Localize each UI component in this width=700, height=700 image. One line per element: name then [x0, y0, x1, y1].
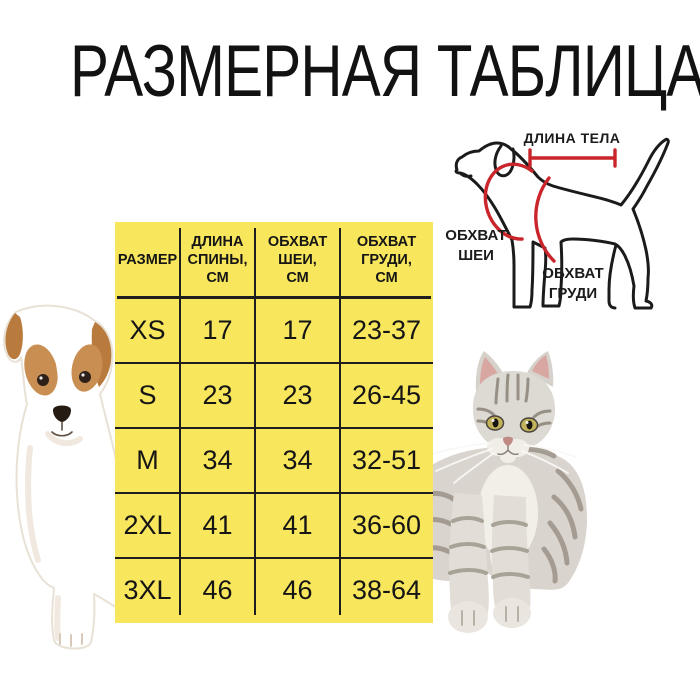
- cell-back-length: 17: [202, 315, 233, 345]
- dog-right-eye: [79, 371, 91, 383]
- dog-paw-toes: [59, 633, 83, 647]
- cell-back-length: 46: [202, 575, 233, 605]
- dog-blaze: [52, 335, 72, 410]
- cat-torso-stripes: [420, 446, 584, 584]
- cat-right-leg: [491, 495, 531, 625]
- table-grid-line: [254, 228, 256, 615]
- cell-back-length: 41: [202, 510, 233, 540]
- cell-chest: 26-45: [351, 380, 422, 410]
- cell-chest: 32-51: [351, 445, 422, 475]
- dog-mouth: [51, 421, 73, 437]
- cell-size: XS: [129, 315, 166, 345]
- chest-girth-arc: [534, 176, 556, 263]
- page-title: РАЗМЕРНАЯ ТАБЛИЦА: [70, 31, 700, 112]
- dog-right-eye-patch: [71, 344, 103, 392]
- cell-neck: 46: [282, 575, 313, 605]
- body-length-label: ДЛИНА ТЕЛА: [523, 130, 621, 146]
- dog-chest-shading: [25, 431, 83, 641]
- cat-photo-illustration: [420, 351, 587, 633]
- cat-right-paw: [493, 598, 531, 628]
- cat-left-paw: [448, 601, 488, 633]
- column-header-back-length: ДЛИНА СПИНЫ, СМ: [187, 233, 248, 287]
- neck-girth-arc: [483, 162, 534, 241]
- dog-body: [3, 304, 125, 650]
- dog-left-eye-patch: [24, 344, 58, 396]
- chest-girth-label: ОБХВАТ ГРУДИ: [542, 265, 604, 302]
- cat-whiskers: [427, 442, 577, 484]
- table-grid-line: [115, 492, 433, 494]
- cell-size: 3XL: [123, 575, 172, 605]
- dog-photo-illustration: [3, 304, 125, 650]
- dog-nose: [53, 405, 71, 422]
- column-header-neck: ОБХВАТ ШЕИ, СМ: [267, 233, 328, 287]
- cat-leg-stripes: [448, 516, 530, 579]
- dog-outline: [454, 137, 670, 310]
- cell-back-length: 34: [202, 445, 233, 475]
- cell-size: M: [136, 445, 159, 475]
- cell-back-length: 23: [202, 380, 233, 410]
- dog-outline-drawing: [454, 137, 670, 310]
- cell-neck: 34: [282, 445, 313, 475]
- cat-left-leg: [449, 493, 489, 627]
- cat-mouth: [497, 445, 519, 456]
- body-length-measure-line: [528, 148, 617, 168]
- table-grid-line: [115, 557, 433, 559]
- cell-size: 2XL: [123, 510, 172, 540]
- cell-chest: 36-60: [351, 510, 422, 540]
- neck-girth-label: ОБХВАТ ШЕИ: [445, 227, 507, 264]
- table-grid-line: [179, 228, 181, 615]
- table-header-separator: [117, 296, 431, 299]
- cell-neck: 17: [282, 315, 313, 345]
- cat-nose: [503, 436, 513, 446]
- cell-chest: 23-37: [351, 315, 422, 345]
- cell-size: S: [138, 380, 157, 410]
- dog-left-eye: [37, 374, 49, 386]
- column-header-chest: ОБХВАТ ГРУДИ, СМ: [356, 233, 417, 287]
- cat-paw-toes: [461, 606, 519, 626]
- cell-chest: 38-64: [351, 575, 422, 605]
- measurement-diagram: ДЛИНА ТЕЛА ОБХВАТ ШЕИ ОБХВАТ ГРУДИ: [435, 118, 700, 313]
- table-grid-line: [339, 228, 341, 615]
- column-header-size: РАЗМЕР: [117, 251, 178, 268]
- size-table: РАЗМЕР ДЛИНА СПИНЫ, СМ ОБХВАТ ШЕИ, СМ ОБ…: [115, 222, 433, 623]
- dog-left-ear: [5, 313, 23, 360]
- table-grid-line: [115, 427, 433, 429]
- cell-neck: 41: [282, 510, 313, 540]
- cell-neck: 23: [282, 380, 313, 410]
- table-grid-line: [115, 362, 433, 364]
